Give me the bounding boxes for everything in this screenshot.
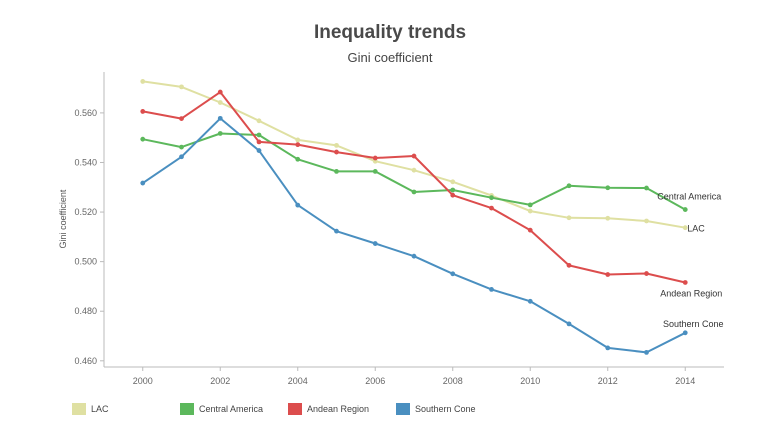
data-point-southern-cone[interactable]: [334, 228, 339, 234]
data-point-southern-cone[interactable]: [411, 253, 417, 259]
data-point-central-america[interactable]: [489, 195, 494, 201]
y-tick-label: 0.520: [74, 207, 97, 217]
data-point-southern-cone[interactable]: [295, 202, 301, 208]
data-point-lac[interactable]: [179, 84, 184, 90]
data-point-andean-region[interactable]: [295, 142, 301, 148]
data-point-andean-region[interactable]: [372, 155, 378, 161]
x-tick-label: 2014: [675, 376, 695, 386]
y-ticks: 0.460 0.480 0.500 0.520 0.540 0.560: [74, 108, 104, 366]
data-point-southern-cone[interactable]: [450, 271, 456, 277]
end-label: Andean Region: [660, 288, 722, 298]
x-tick-label: 2002: [210, 376, 230, 386]
data-point-andean-region[interactable]: [256, 139, 262, 145]
end-label: Southern Cone: [663, 319, 724, 329]
data-point-lac[interactable]: [140, 79, 146, 84]
legend-swatch: [288, 403, 302, 415]
data-point-andean-region[interactable]: [527, 227, 533, 233]
data-point-andean-region[interactable]: [179, 116, 184, 122]
data-point-central-america[interactable]: [411, 189, 417, 195]
x-tick-label: 2006: [365, 376, 385, 386]
data-point-central-america[interactable]: [334, 169, 339, 174]
data-point-central-america[interactable]: [527, 202, 533, 208]
data-point-andean-region[interactable]: [411, 153, 417, 159]
data-point-central-america[interactable]: [605, 185, 611, 191]
y-tick-label: 0.480: [74, 306, 97, 316]
axes: [103, 72, 724, 368]
data-point-lac[interactable]: [217, 100, 223, 105]
data-point-southern-cone[interactable]: [217, 115, 223, 121]
end-label: LAC: [687, 224, 705, 234]
data-point-southern-cone[interactable]: [682, 330, 688, 336]
series-line-southern-cone: [142, 117, 686, 354]
data-point-lac[interactable]: [411, 167, 417, 173]
data-point-andean-region[interactable]: [334, 149, 339, 155]
legend-swatch: [396, 403, 410, 415]
y-tick-label: 0.560: [74, 108, 97, 118]
legend-label: Southern Cone: [415, 404, 476, 414]
chart-title: Inequality trends: [313, 22, 467, 43]
data-point-central-america[interactable]: [256, 132, 262, 138]
legend-item[interactable]: Andean Region: [288, 403, 369, 415]
legend-swatch: [72, 403, 86, 415]
end-labels: LAC Central America Andean Region Southern …: [657, 192, 723, 329]
data-point-southern-cone[interactable]: [527, 298, 533, 304]
data-point-andean-region[interactable]: [450, 192, 456, 198]
data-point-southern-cone[interactable]: [256, 148, 262, 153]
data-point-central-america[interactable]: [140, 136, 146, 142]
y-axis-label: Gini coefficient: [58, 189, 68, 248]
data-point-lac[interactable]: [256, 118, 262, 124]
data-point-southern-cone[interactable]: [140, 180, 146, 186]
data-point-central-america[interactable]: [450, 187, 456, 193]
data-point-andean-region[interactable]: [682, 280, 688, 285]
data-point-lac[interactable]: [295, 137, 301, 143]
series-layer: [140, 79, 688, 355]
legend-item[interactable]: Southern Cone: [396, 403, 476, 415]
data-point-andean-region[interactable]: [489, 205, 494, 211]
data-point-southern-cone[interactable]: [489, 287, 494, 292]
data-point-central-america[interactable]: [179, 144, 184, 150]
data-point-andean-region[interactable]: [605, 272, 611, 277]
legend-label: LAC: [91, 404, 109, 414]
y-tick-label: 0.460: [74, 356, 97, 366]
data-point-andean-region[interactable]: [140, 109, 146, 114]
data-point-central-america[interactable]: [644, 185, 649, 191]
data-point-central-america[interactable]: [566, 183, 572, 189]
legend-swatch: [180, 403, 194, 415]
end-label: Central America: [657, 192, 721, 202]
x-tick-label: 2008: [443, 376, 463, 386]
data-point-central-america[interactable]: [295, 156, 301, 162]
data-point-lac[interactable]: [605, 215, 611, 221]
x-tick-label: 2010: [520, 376, 540, 386]
chart-subtitle: Gini coefficient: [347, 50, 433, 65]
data-point-andean-region[interactable]: [644, 271, 649, 276]
data-point-lac[interactable]: [644, 218, 649, 224]
legend-label: Central America: [199, 404, 264, 414]
data-point-southern-cone[interactable]: [372, 241, 378, 246]
y-tick-label: 0.500: [74, 257, 97, 267]
x-ticks: 2000 2002 2004 2006 2008 2010 2012 2014: [133, 367, 695, 386]
x-tick-label: 2004: [288, 376, 308, 386]
x-tick-label: 2000: [133, 376, 153, 386]
data-point-lac[interactable]: [450, 179, 456, 185]
data-point-southern-cone[interactable]: [644, 349, 649, 355]
data-point-andean-region[interactable]: [566, 262, 572, 268]
data-point-southern-cone[interactable]: [179, 154, 184, 160]
data-point-lac[interactable]: [334, 142, 339, 148]
data-point-lac[interactable]: [527, 208, 533, 214]
data-point-southern-cone[interactable]: [566, 321, 572, 327]
data-point-lac[interactable]: [566, 215, 572, 221]
legend-item[interactable]: Central America: [180, 403, 263, 415]
data-point-central-america[interactable]: [682, 207, 688, 212]
data-point-andean-region[interactable]: [217, 89, 223, 95]
legend-label: Andean Region: [307, 404, 370, 414]
legend-item[interactable]: LAC: [72, 403, 109, 415]
data-point-central-america[interactable]: [217, 131, 223, 136]
y-tick-label: 0.540: [74, 157, 97, 167]
data-point-southern-cone[interactable]: [605, 345, 611, 351]
data-point-central-america[interactable]: [372, 169, 378, 174]
data-point-lac[interactable]: [682, 225, 688, 231]
x-tick-label: 2012: [598, 376, 618, 386]
